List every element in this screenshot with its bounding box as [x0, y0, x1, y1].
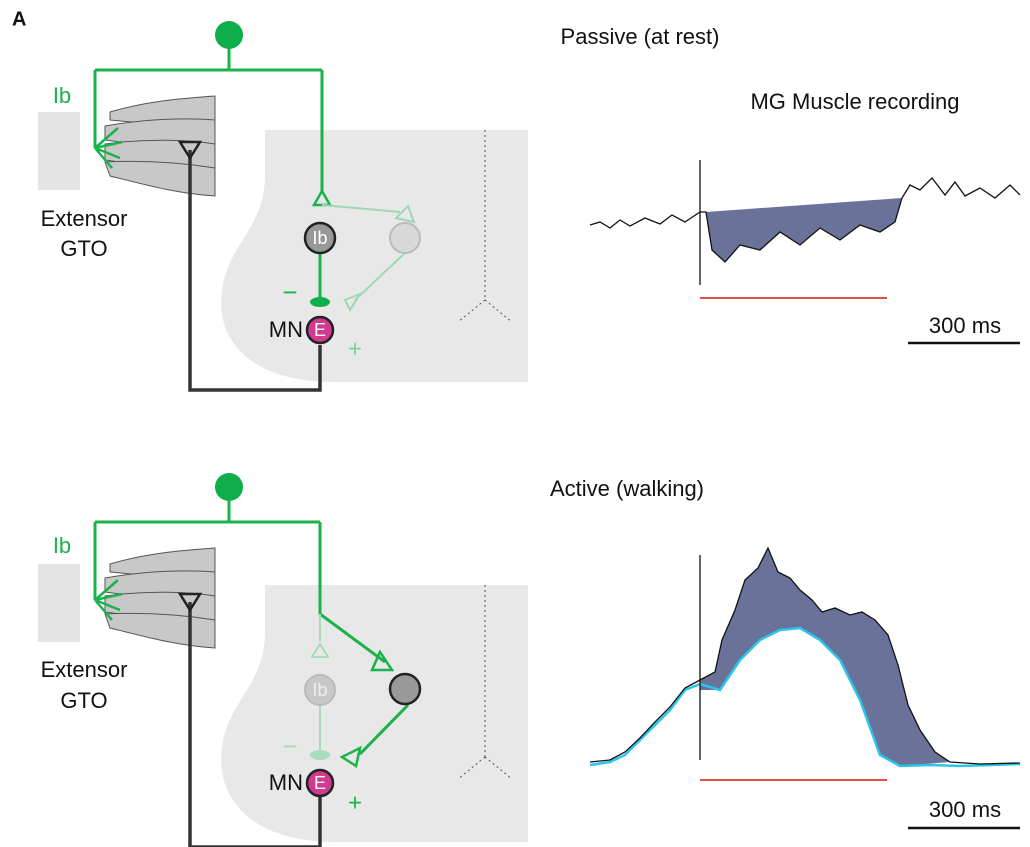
afferent-label: Ib [53, 533, 71, 558]
motoneuron-type: E [314, 773, 326, 793]
inhibition-sign: − [282, 731, 297, 761]
figure: A Ib E MN − + Ib Extensor GTO Passive [0, 0, 1030, 847]
afferent-soma [215, 473, 243, 501]
active-trace: 300 ms [590, 548, 1020, 828]
passive-trace: 300 ms [590, 160, 1020, 343]
panel-label: A [12, 8, 26, 30]
organ-label: GTO [60, 688, 107, 713]
afferent-soma [215, 21, 243, 49]
active-diagram: Ib E MN − + Ib Extensor GTO [38, 473, 528, 847]
scale-label: 300 ms [929, 797, 1001, 822]
inhibitory-synapse [310, 297, 330, 307]
recording-title: MG Muscle recording [750, 89, 959, 114]
condition-title: Active (walking) [550, 476, 704, 501]
motoneuron-type: E [314, 320, 326, 340]
passive-diagram: Ib E MN − + Ib Extensor GTO [38, 21, 528, 390]
organ-label: Extensor [41, 206, 128, 231]
interneuron [390, 674, 420, 704]
excitation-sign: + [348, 335, 362, 362]
spinal-region [221, 585, 528, 842]
condition-title: Passive (at rest) [561, 24, 720, 49]
motoneuron-label: MN [269, 317, 303, 342]
organ-label: Extensor [41, 657, 128, 682]
interneuron-label: Ib [312, 680, 327, 700]
inhibition-sign: − [282, 277, 297, 307]
scale-label: 300 ms [929, 313, 1001, 338]
excitation-sign: + [348, 789, 362, 816]
interneuron-label: Ib [312, 228, 327, 248]
motoneuron-label: MN [269, 770, 303, 795]
passive-overlay [590, 628, 1020, 766]
tendon [38, 564, 80, 642]
spinal-region [221, 130, 528, 382]
trace-area [700, 548, 950, 766]
tendon [38, 112, 80, 190]
trace-line [590, 548, 1020, 764]
inhibitory-synapse [310, 750, 330, 760]
afferent-label: Ib [53, 83, 71, 108]
interneuron-faint [390, 223, 420, 253]
organ-label: GTO [60, 236, 107, 261]
